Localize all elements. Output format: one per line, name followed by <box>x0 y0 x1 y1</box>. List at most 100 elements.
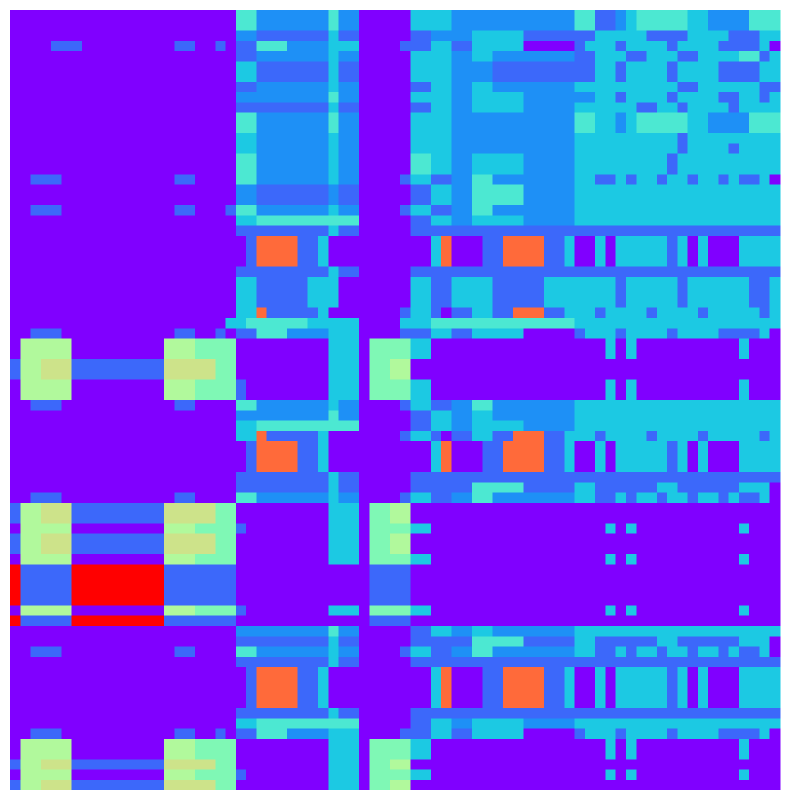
heatmap-cell <box>122 718 134 730</box>
heatmap-cell <box>348 266 360 278</box>
heatmap-cell <box>564 738 576 760</box>
heatmap-cell <box>728 584 740 606</box>
heatmap-cell <box>482 626 494 637</box>
heatmap-cell <box>636 646 648 658</box>
heatmap-cell <box>410 40 422 52</box>
heatmap-cell <box>441 759 452 771</box>
heatmap-cell <box>276 215 288 227</box>
heatmap-cell <box>20 543 32 555</box>
heatmap-cell <box>153 738 165 760</box>
heatmap-cell <box>502 636 514 648</box>
heatmap-cell <box>102 461 114 473</box>
heatmap-cell <box>133 728 144 740</box>
heatmap-cell <box>81 81 93 93</box>
heatmap-cell <box>297 410 309 422</box>
heatmap-cell <box>667 615 678 627</box>
heatmap-cell <box>71 153 83 175</box>
heatmap-cell <box>451 10 463 32</box>
heatmap-cell <box>605 92 617 103</box>
heatmap-cell <box>287 92 298 103</box>
heatmap-cell <box>687 51 699 62</box>
heatmap-cell <box>81 687 93 709</box>
heatmap-cell <box>205 40 216 52</box>
heatmap-cell <box>410 420 422 432</box>
heatmap-cell <box>287 112 298 134</box>
heatmap-cell <box>543 502 555 524</box>
heatmap-cell <box>615 410 627 422</box>
heatmap-cell <box>102 30 114 42</box>
heatmap-cell <box>513 667 524 689</box>
heatmap-cell <box>728 441 740 463</box>
heatmap-cell <box>225 379 237 401</box>
heatmap-cell <box>20 441 32 463</box>
heatmap-cell <box>348 51 360 62</box>
heatmap-cell <box>266 256 278 268</box>
heatmap-cell <box>430 728 442 740</box>
heatmap-cell <box>595 112 606 134</box>
heatmap-cell <box>307 564 319 586</box>
heatmap-cell <box>759 318 771 329</box>
heatmap-cell <box>656 420 668 432</box>
heatmap-cell <box>318 61 329 83</box>
heatmap-cell <box>656 523 668 535</box>
heatmap-cell <box>92 667 103 689</box>
heatmap-cell <box>30 102 42 114</box>
heatmap-cell <box>451 728 463 740</box>
heatmap-cell <box>708 759 719 771</box>
heatmap-cell <box>194 318 206 329</box>
heatmap-cell <box>646 728 658 740</box>
heatmap-cell <box>728 30 740 42</box>
heatmap-cell <box>194 461 206 473</box>
heatmap-cell <box>81 523 93 535</box>
heatmap-cell <box>636 502 648 524</box>
heatmap-cell <box>246 328 257 340</box>
heatmap-cell <box>718 307 730 319</box>
heatmap-cell <box>749 205 760 216</box>
heatmap-cell <box>430 81 442 93</box>
heatmap-cell <box>133 30 144 42</box>
heatmap-cell <box>636 769 648 781</box>
heatmap-cell <box>276 359 288 381</box>
heatmap-cell <box>307 605 319 617</box>
heatmap-cell <box>348 420 360 432</box>
heatmap-cell <box>205 708 216 719</box>
heatmap-cell <box>697 687 709 709</box>
heatmap-cell <box>430 564 442 586</box>
heatmap-cell <box>687 400 699 411</box>
heatmap-cell <box>451 133 463 144</box>
heatmap-cell <box>389 400 401 411</box>
heatmap-cell <box>153 133 165 144</box>
heatmap-cell <box>430 482 442 494</box>
heatmap-cell <box>502 225 514 237</box>
heatmap-cell <box>646 564 658 586</box>
heatmap-cell <box>400 318 411 329</box>
heatmap-cell <box>410 708 422 719</box>
heatmap-cell <box>564 92 576 103</box>
heatmap-cell <box>20 780 32 790</box>
heatmap-cell <box>369 667 381 689</box>
heatmap-cell <box>51 143 62 155</box>
heatmap-cell <box>759 92 771 103</box>
heatmap-cell <box>266 564 278 586</box>
heatmap-cell <box>420 328 432 340</box>
heatmap-cell <box>728 379 740 401</box>
heatmap-cell <box>749 51 760 62</box>
heatmap-cell <box>554 328 565 340</box>
heatmap-cell <box>30 769 42 781</box>
heatmap-cell <box>595 759 606 771</box>
heatmap-cell <box>30 143 42 155</box>
heatmap-cell <box>153 40 165 52</box>
heatmap-cell <box>461 769 473 781</box>
heatmap-cell <box>461 287 473 309</box>
heatmap-cell <box>728 215 740 227</box>
heatmap-cell <box>492 759 504 771</box>
heatmap-cell <box>697 92 709 103</box>
heatmap-cell <box>51 523 62 535</box>
heatmap-cell <box>410 554 422 565</box>
heatmap-cell <box>10 51 21 62</box>
heatmap-cell <box>492 225 504 237</box>
heatmap-cell <box>153 184 165 206</box>
heatmap-cell <box>482 379 494 401</box>
heatmap-cell <box>256 472 268 483</box>
heatmap-cell <box>759 153 771 175</box>
